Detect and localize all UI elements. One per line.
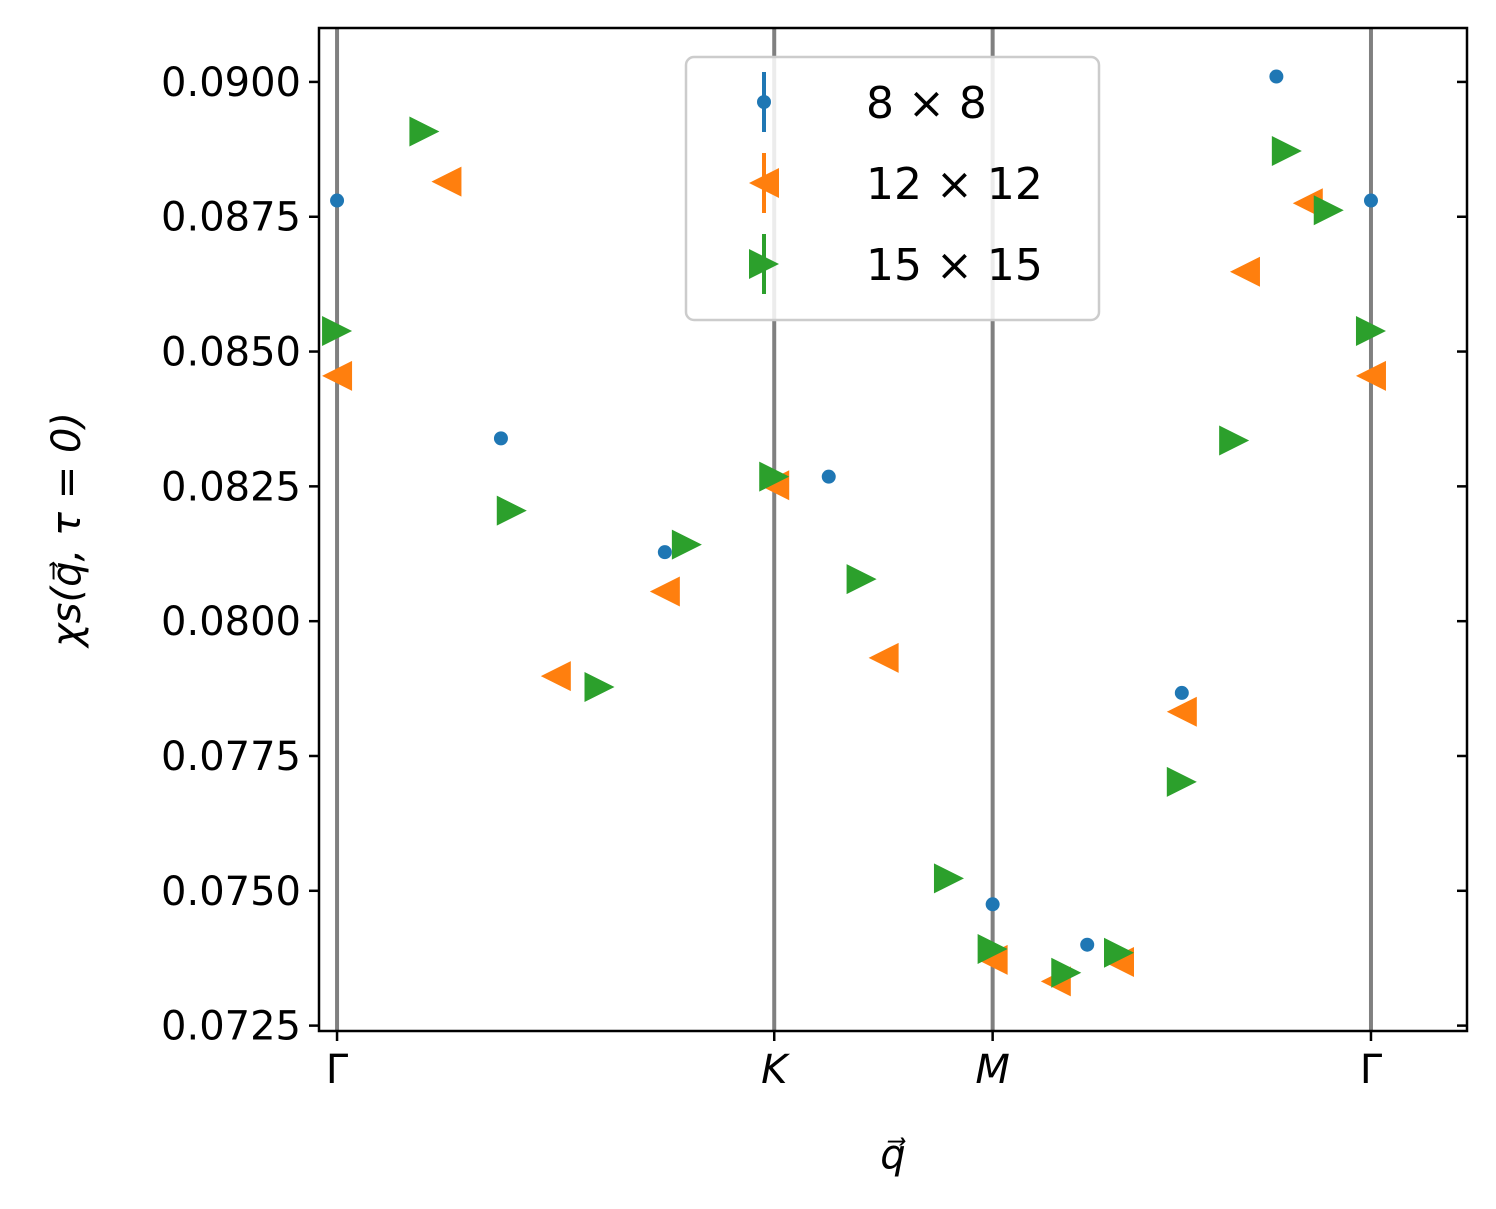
x-tick-label: K <box>761 1047 790 1093</box>
x-axis-label: q⃗ <box>880 1132 905 1178</box>
y-tick-label: 0.0800 <box>161 599 301 645</box>
data-point <box>1219 425 1250 456</box>
data-point <box>1051 957 1082 988</box>
legend-label: 8 × 8 <box>866 78 987 129</box>
legend-item-2: 15 × 15 <box>749 234 1043 294</box>
data-point <box>933 863 964 894</box>
data-point <box>1313 195 1344 226</box>
data-point <box>868 642 899 673</box>
data-point <box>759 461 790 492</box>
x-tick-label: Γ <box>326 1047 349 1093</box>
data-point <box>977 934 1008 965</box>
data-point <box>322 316 353 347</box>
data-point <box>540 661 571 692</box>
series-0 <box>330 69 1378 952</box>
x-tick-label: M <box>975 1047 1010 1093</box>
y-tick-label: 0.0850 <box>161 330 301 376</box>
legend: 8 × 8 12 × 12 15 × 15 <box>684 55 1101 322</box>
legend-label: 12 × 12 <box>866 159 1043 210</box>
data-point <box>1229 256 1260 287</box>
data-point <box>330 193 345 208</box>
data-point <box>496 495 527 526</box>
legend-marker <box>749 168 779 198</box>
series-2 <box>322 116 1386 988</box>
legend-marker <box>757 95 771 109</box>
data-point <box>584 671 615 702</box>
legend-marker <box>749 249 779 279</box>
data-point <box>1166 766 1197 797</box>
y-tick-label: 0.0875 <box>161 195 301 241</box>
y-axis: 0.0725 0.0750 0.0775 0.0800 0.0825 0.0850 0.08… <box>161 60 1467 1050</box>
y-tick-label: 0.0900 <box>161 60 301 106</box>
data-point <box>1174 685 1189 700</box>
legend-label: 15 × 15 <box>866 240 1043 291</box>
data-point <box>322 360 353 391</box>
data-point <box>1363 193 1378 208</box>
x-tick-label: Γ <box>1360 1047 1383 1093</box>
data-point <box>649 576 680 607</box>
legend-box <box>684 55 1101 322</box>
data-point <box>1103 937 1134 968</box>
data-point <box>657 545 672 560</box>
data-point <box>1269 69 1284 84</box>
data-point <box>1355 360 1386 391</box>
data-point <box>985 897 1000 912</box>
data-point <box>671 529 702 560</box>
data-point <box>409 116 440 147</box>
data-point <box>1080 937 1095 952</box>
legend-item-0: 8 × 8 <box>757 72 987 132</box>
data-points <box>322 69 1386 997</box>
plot-frame <box>317 26 1469 1033</box>
y-axis-label: χs(q⃗, τ = 0) <box>44 412 90 649</box>
data-point <box>1166 696 1197 727</box>
y-tick-label: 0.0775 <box>161 734 301 780</box>
y-tick-label: 0.0725 <box>161 1004 301 1050</box>
data-point <box>1355 316 1386 347</box>
data-point <box>431 166 462 197</box>
data-point <box>493 431 508 446</box>
legend-item-1: 12 × 12 <box>749 153 1043 213</box>
y-tick-label: 0.0750 <box>161 869 301 915</box>
data-point <box>1271 135 1302 166</box>
data-point <box>846 564 877 595</box>
data-point <box>821 469 836 484</box>
y-tick-label: 0.0825 <box>161 464 301 510</box>
